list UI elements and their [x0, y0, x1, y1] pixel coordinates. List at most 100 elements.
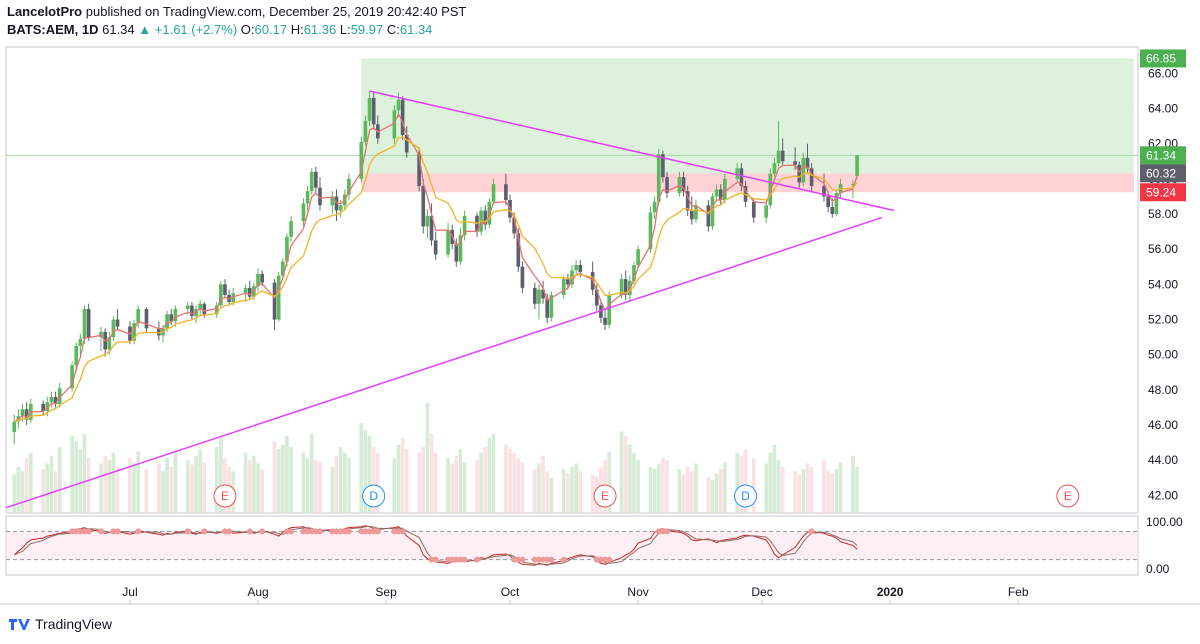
volume-bar: [764, 463, 769, 513]
open-label: O:: [240, 22, 255, 37]
overbought-dot: [304, 528, 311, 535]
volume-bar: [574, 463, 578, 513]
candle-body: [681, 177, 686, 192]
tradingview-footer[interactable]: TradingView: [8, 616, 112, 632]
overbought-dot: [808, 528, 815, 535]
candle-body: [371, 97, 376, 125]
candle-body: [185, 305, 190, 310]
time-axis: Jul Aug Sep Oct Nov Dec 2020 Feb: [122, 585, 1029, 604]
volume-bar: [739, 455, 744, 513]
candle-body: [190, 305, 194, 317]
author-name[interactable]: LancelotPro: [7, 4, 83, 19]
candle-body: [20, 409, 25, 417]
candle-body: [359, 141, 364, 179]
candle-body: [739, 168, 744, 186]
time-tick-label: Jul: [122, 585, 137, 599]
overbought-dot: [246, 528, 253, 535]
volume-bar: [619, 431, 624, 513]
price-badge-label: 60.32: [1146, 166, 1176, 180]
trendlines[interactable]: [5, 90, 895, 509]
candle-body: [826, 196, 830, 208]
ma-slow-line: [14, 136, 858, 423]
oversold-dot: [531, 556, 538, 563]
symbol-name[interactable]: BATS:AEM, 1D: [7, 22, 99, 37]
candle-body: [685, 191, 690, 211]
overbought-dot: [221, 528, 228, 535]
overbought-dot: [300, 528, 307, 535]
low-value: 59.97: [350, 22, 384, 37]
volume-bar: [363, 430, 368, 513]
time-tick-label: Sep: [375, 585, 397, 599]
candle-body: [165, 314, 169, 329]
price-tick-label: 56.00: [1148, 242, 1178, 256]
overbought-dot: [73, 528, 80, 535]
volume-bar: [636, 460, 640, 513]
volume-bar: [723, 462, 727, 513]
high-label: H:: [290, 22, 304, 37]
volume-bar: [103, 455, 107, 513]
volume-bar: [776, 460, 781, 513]
time-tick-label: Oct: [501, 585, 520, 599]
candle-body: [718, 189, 723, 200]
overbought-dot: [374, 528, 381, 535]
volume-bar: [578, 471, 583, 513]
volume-bar: [338, 447, 343, 513]
candle-body: [202, 303, 207, 315]
volume-bar: [623, 436, 628, 513]
volume-bar: [822, 460, 826, 513]
oversold-dot: [473, 556, 480, 563]
candle-body: [219, 284, 223, 306]
overbought-dot: [341, 528, 348, 535]
candle-body: [632, 265, 636, 281]
volume-bar: [855, 466, 859, 513]
candle-body: [363, 120, 368, 142]
volume-bar: [74, 441, 79, 513]
trendline-1: [5, 216, 883, 509]
published-text: published on TradingView.com, December 2…: [85, 4, 467, 19]
time-tick-label: Feb: [1008, 585, 1029, 599]
candle-body: [86, 309, 91, 338]
volume-bar: [661, 458, 665, 513]
volume-bar: [342, 452, 347, 513]
volume-bar: [285, 436, 289, 513]
oversold-dot: [602, 556, 609, 563]
volume-bar: [198, 449, 203, 513]
moving-averages: [13, 112, 858, 423]
candle-body: [532, 287, 537, 304]
event-marker-label: E: [601, 489, 609, 503]
candle-body: [367, 97, 372, 121]
oversold-dot: [535, 556, 542, 563]
oscillator-tick-label: 100.00: [1146, 515, 1183, 529]
candle-body: [132, 323, 136, 341]
volume-bar: [392, 458, 397, 513]
candle-body: [115, 319, 120, 327]
open-value: 60.17: [254, 22, 288, 37]
oversold-dot: [428, 556, 435, 563]
volume-bar: [706, 476, 711, 513]
candle-body: [454, 243, 459, 262]
volume-bar: [751, 458, 756, 513]
candle-body: [417, 152, 421, 186]
event-marker-e: [593, 484, 617, 508]
candle-body: [607, 294, 612, 325]
candle-body: [764, 205, 769, 218]
zone-support: [361, 173, 1134, 193]
oversold-dot: [606, 556, 613, 563]
volume-bar: [834, 469, 839, 513]
volume-bar: [590, 474, 595, 513]
candle-body: [421, 185, 426, 227]
high-value: 61.36: [303, 22, 337, 37]
volume-bar: [78, 449, 83, 513]
candle-body: [276, 275, 281, 320]
candle-body: [735, 168, 740, 179]
volume-bar: [173, 452, 178, 513]
candle-body: [214, 305, 219, 315]
price-badges: 66.85 61.34 60.32 59.24: [1140, 49, 1186, 202]
candle-body: [797, 164, 802, 183]
candle-body: [136, 309, 141, 324]
candle-body: [78, 338, 83, 346]
volume-bar: [301, 452, 306, 513]
volume-bar: [433, 452, 438, 513]
